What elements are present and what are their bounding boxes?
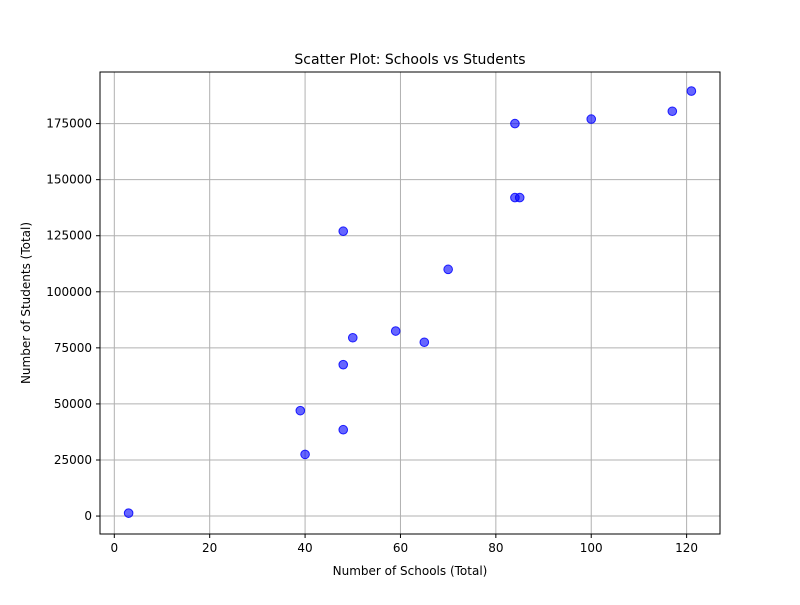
- scatter-point: [295, 405, 306, 416]
- y-tick-label: 125000: [46, 229, 92, 243]
- y-tick-label: 50000: [54, 397, 92, 411]
- y-tick-label: 0: [84, 509, 92, 523]
- scatter-point: [419, 337, 430, 348]
- y-tick-label: 175000: [46, 117, 92, 131]
- scatter-point: [667, 106, 678, 117]
- x-tick-label: 20: [202, 541, 217, 555]
- y-tick-label: 150000: [46, 173, 92, 187]
- x-tick-label: 100: [580, 541, 603, 555]
- x-tick-label: 80: [488, 541, 503, 555]
- ticks-layer: 0 20 40 60 80 100 120 0 25000 50000 75000 100000 125…: [46, 117, 698, 555]
- scatter-point: [300, 449, 310, 460]
- grid-layer: [100, 72, 720, 534]
- scatter-point: [338, 359, 349, 370]
- scatter-point: [338, 226, 349, 237]
- scatter-point: [514, 192, 525, 203]
- y-axis-label: Number of Students (Total): [19, 222, 33, 384]
- scatter-point: [443, 264, 453, 275]
- x-tick-label: 60: [393, 541, 408, 555]
- scatter-point: [123, 508, 134, 518]
- y-tick-label: 75000: [54, 341, 92, 355]
- scatter-point: [347, 332, 358, 343]
- scatter-point: [338, 424, 349, 435]
- x-axis-label: Number of Schools (Total): [333, 564, 488, 578]
- axes-frame: [99, 71, 721, 535]
- y-tick-label: 100000: [46, 285, 92, 299]
- points-layer: [123, 86, 697, 518]
- y-tick-label: 25000: [54, 453, 92, 467]
- x-tick-label: 40: [297, 541, 312, 555]
- x-tick-label: 0: [110, 541, 118, 555]
- chart-title: Scatter Plot: Schools vs Students: [294, 52, 525, 68]
- scatter-point: [586, 114, 597, 124]
- scatter-point: [390, 326, 401, 336]
- scatter-point: [686, 86, 697, 96]
- scatter-point: [510, 118, 520, 129]
- x-tick-label: 120: [675, 541, 698, 555]
